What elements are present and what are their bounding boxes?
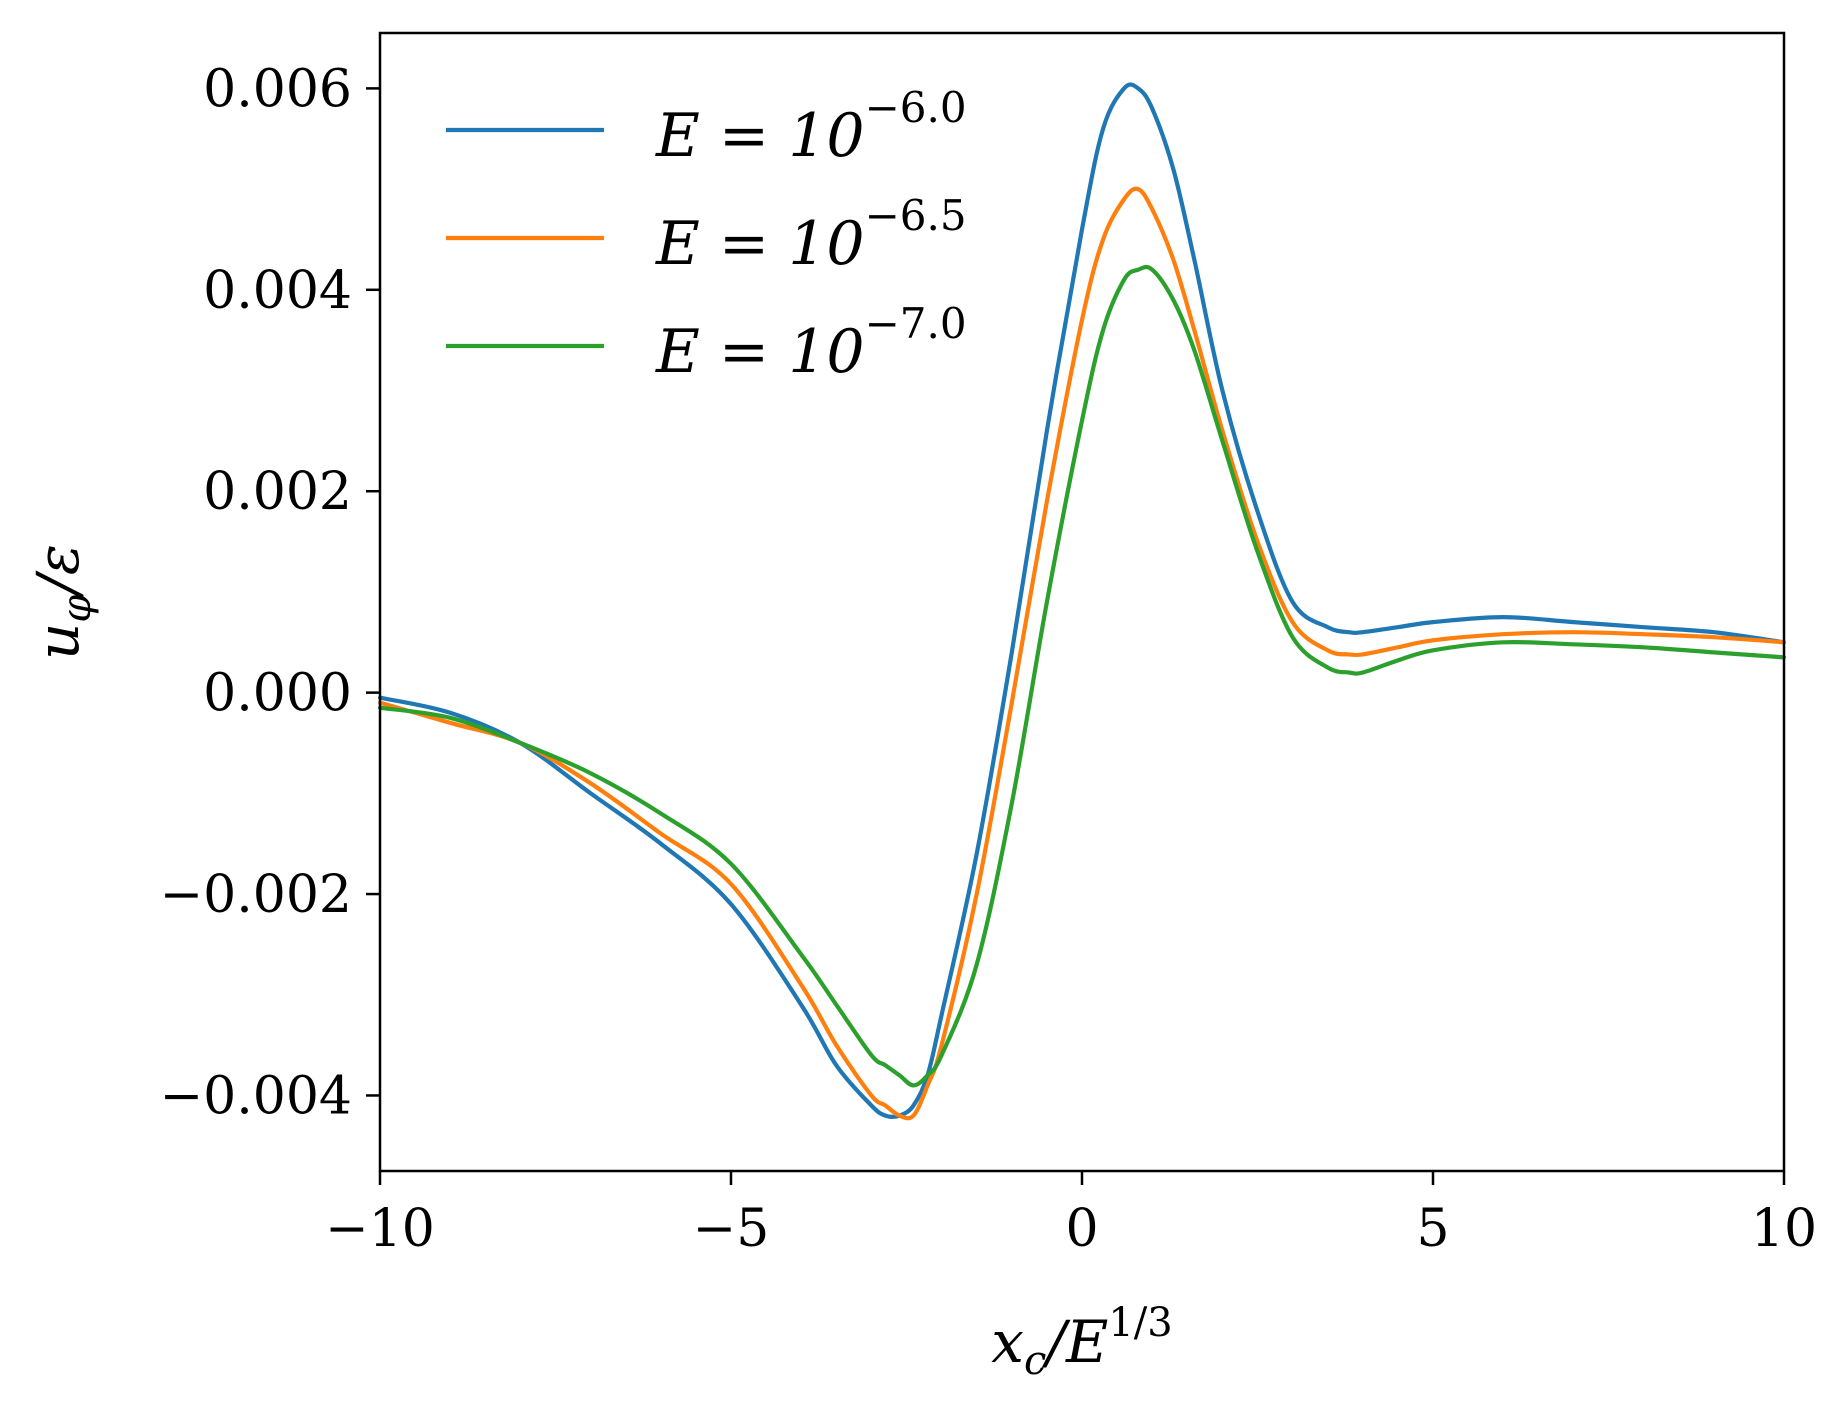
series-line-3: [377, 264, 1787, 1088]
series-line-2: [377, 186, 1787, 1121]
x-axis-label: xc/E1/3: [991, 1300, 1172, 1384]
series-layer: [377, 82, 1787, 1121]
x-axis: −10 −5 0 5 10: [325, 1171, 1817, 1259]
y-axis: −0.004 −0.002 0.000 0.002 0.004 0.006: [160, 59, 380, 1126]
legend-label: E = 10−6.0: [655, 83, 967, 171]
y-tick-label: 0.006: [203, 59, 352, 119]
series-line-1: [377, 82, 1787, 1119]
legend-item-2: E = 10−6.5: [446, 191, 967, 279]
y-tick-label: −0.004: [160, 1066, 352, 1126]
y-tick-label: −0.002: [160, 865, 352, 925]
x-tick-label: −5: [693, 1199, 770, 1259]
legend-item-3: E = 10−7.0: [446, 299, 967, 387]
y-tick-label: 0.002: [203, 462, 352, 522]
x-tick-label: −10: [325, 1199, 435, 1259]
y-tick-label: 0.004: [203, 261, 352, 321]
legend-item-1: E = 10−6.0: [446, 83, 967, 171]
legend: E = 10−6.0 E = 10−6.5 E = 10−7.0: [446, 83, 967, 387]
y-tick-label: 0.000: [203, 664, 352, 724]
x-tick-label: 5: [1416, 1199, 1449, 1259]
legend-label: E = 10−6.5: [655, 191, 967, 279]
x-tick-label: 10: [1751, 1199, 1817, 1259]
x-tick-label: 0: [1065, 1199, 1098, 1259]
legend-label: E = 10−7.0: [655, 299, 967, 387]
y-axis-label: uφ/ε: [24, 544, 100, 660]
